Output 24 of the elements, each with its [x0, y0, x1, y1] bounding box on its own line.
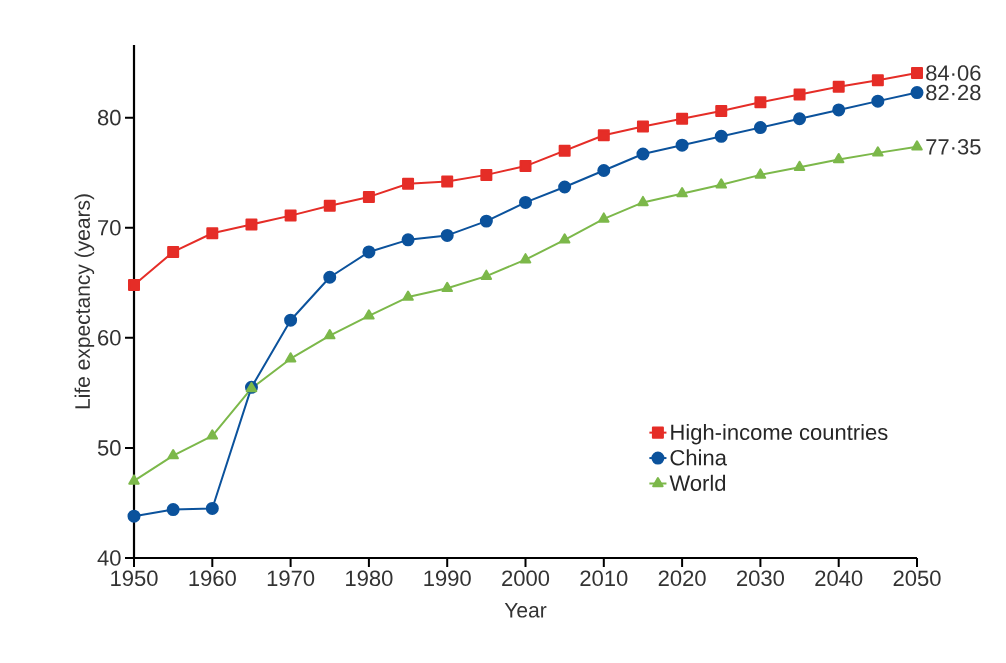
- data-label: 82·28: [926, 84, 981, 101]
- x-tick-label: 2030: [737, 570, 784, 587]
- x-tick-label: 2040: [815, 570, 863, 587]
- data-label: 77·35: [926, 139, 981, 155]
- x-tick-label: 1980: [346, 570, 393, 587]
- y-axis-title: Life expectancy (years): [74, 194, 95, 409]
- x-tick-label: 2050: [893, 570, 941, 587]
- y-tick-label: 60: [98, 330, 121, 346]
- x-tick-label: 2010: [580, 570, 628, 587]
- y-tick-label: 70: [98, 219, 121, 236]
- x-tick-label: 1960: [189, 570, 236, 587]
- y-tick-label: 80: [97, 109, 121, 126]
- y-tick-label: 50: [97, 440, 121, 456]
- data-label: 84·06: [926, 65, 981, 81]
- x-tick-label: 2000: [502, 570, 550, 587]
- x-tick-label: 2020: [658, 570, 706, 587]
- x-axis-title: Year: [504, 602, 547, 618]
- x-tick-label: 1970: [267, 570, 315, 587]
- x-tick-label: 1950: [111, 570, 158, 587]
- legend-label: China: [670, 449, 727, 466]
- legend-label: World: [669, 474, 726, 491]
- x-tick-label: 1990: [424, 570, 471, 587]
- y-tick-label: 40: [97, 550, 121, 566]
- legend-label: High-income countries: [671, 423, 888, 445]
